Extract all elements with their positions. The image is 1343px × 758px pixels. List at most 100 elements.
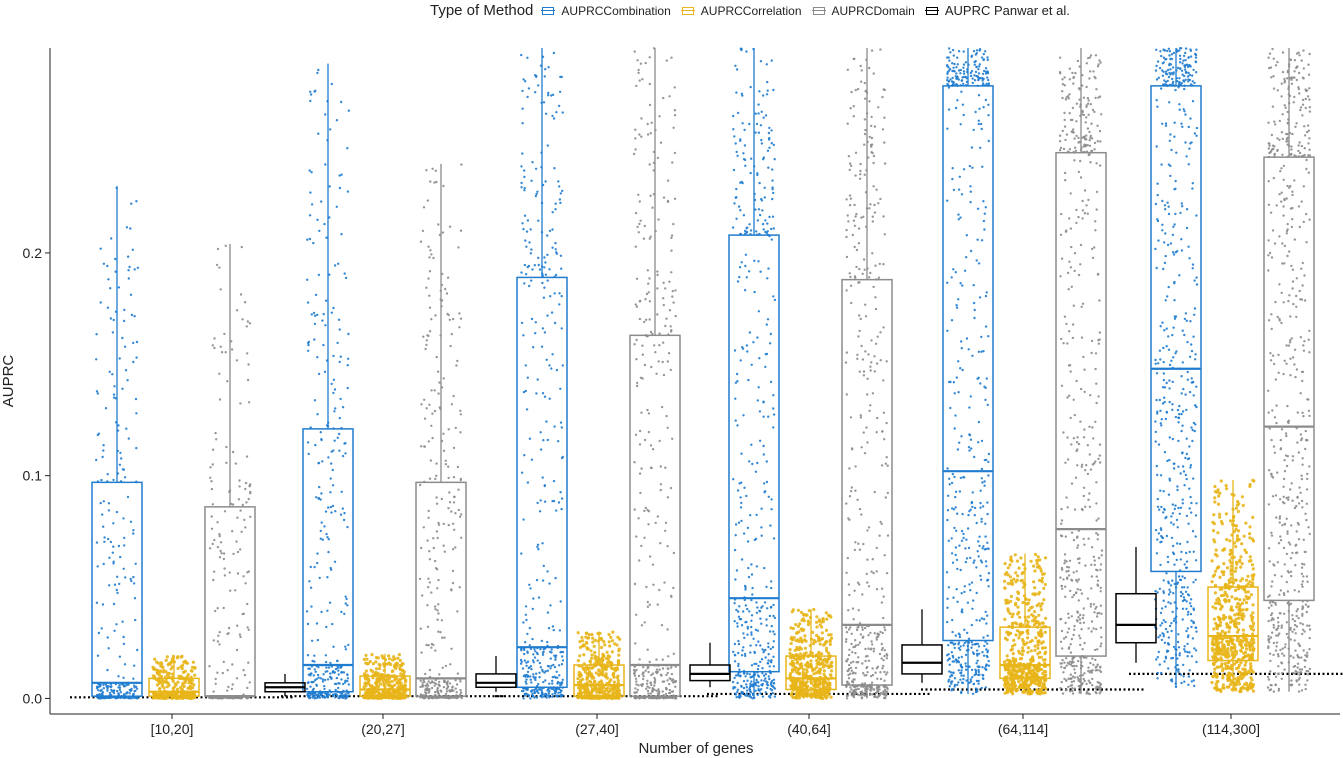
data-point xyxy=(380,654,384,658)
data-point xyxy=(133,315,136,318)
data-point xyxy=(523,692,526,696)
data-point xyxy=(971,643,974,646)
data-point xyxy=(820,637,825,641)
data-point xyxy=(612,680,617,684)
data-point xyxy=(954,553,957,557)
data-point xyxy=(132,692,135,696)
data-point xyxy=(1006,668,1010,672)
data-point xyxy=(162,668,166,673)
data-point xyxy=(825,649,829,653)
data-point xyxy=(399,681,403,685)
data-point xyxy=(959,476,963,480)
data-point xyxy=(135,687,139,690)
data-point xyxy=(1015,559,1020,563)
data-point xyxy=(1190,426,1193,429)
data-point xyxy=(984,50,987,53)
data-point xyxy=(747,575,751,579)
data-point xyxy=(756,606,759,609)
data-point xyxy=(950,651,953,654)
data-point xyxy=(1181,502,1185,505)
data-point xyxy=(376,656,380,660)
data-point xyxy=(553,321,557,325)
data-point xyxy=(1157,636,1160,639)
data-point xyxy=(1167,643,1170,646)
data-point xyxy=(964,560,968,564)
data-point xyxy=(605,661,609,665)
data-point xyxy=(970,668,974,672)
data-point xyxy=(987,572,991,575)
data-point xyxy=(772,655,775,658)
data-point xyxy=(543,266,546,269)
data-point xyxy=(973,74,976,77)
data-point xyxy=(536,190,539,193)
data-point xyxy=(1172,544,1175,548)
data-point xyxy=(613,669,618,673)
data-point xyxy=(1190,349,1194,353)
data-point xyxy=(347,643,350,647)
data-point xyxy=(955,558,959,562)
data-point xyxy=(969,589,972,592)
data-point xyxy=(1163,261,1167,265)
data-point xyxy=(981,79,984,82)
data-point xyxy=(755,601,758,604)
data-point xyxy=(955,66,958,69)
data-point xyxy=(109,685,113,689)
data-point xyxy=(987,139,990,143)
data-point xyxy=(554,273,558,277)
data-point xyxy=(1167,667,1170,670)
data-point xyxy=(1170,657,1173,660)
data-point xyxy=(821,617,825,622)
data-point xyxy=(957,643,960,646)
data-point xyxy=(801,670,805,674)
data-point xyxy=(377,667,382,671)
data-point xyxy=(755,678,758,682)
data-point xyxy=(986,512,989,516)
data-point xyxy=(1187,56,1190,59)
data-point xyxy=(1165,381,1168,385)
data-point xyxy=(1037,564,1041,568)
data-point xyxy=(319,498,322,501)
data-point xyxy=(97,432,101,435)
data-point xyxy=(960,608,964,611)
data-point xyxy=(390,669,394,674)
data-point xyxy=(770,659,773,662)
data-point xyxy=(307,695,310,698)
data-point xyxy=(1009,594,1014,599)
data-point xyxy=(749,651,752,654)
data-point xyxy=(736,625,739,628)
data-point xyxy=(962,82,965,86)
data-point xyxy=(559,695,563,698)
data-point xyxy=(1186,593,1190,596)
data-point xyxy=(764,656,767,659)
data-point xyxy=(524,80,527,83)
data-point xyxy=(588,671,592,676)
data-point xyxy=(803,646,808,650)
data-point xyxy=(530,279,533,282)
data-point xyxy=(757,103,760,106)
data-point xyxy=(591,636,595,640)
data-point xyxy=(756,680,759,684)
data-point xyxy=(1164,208,1167,211)
data-point xyxy=(758,213,762,217)
data-point xyxy=(560,681,564,685)
data-point xyxy=(1005,638,1009,642)
data-point xyxy=(1187,675,1191,678)
data-point xyxy=(953,685,956,688)
data-point xyxy=(762,116,765,119)
data-point xyxy=(754,112,757,115)
data-point xyxy=(1191,182,1195,185)
data-point xyxy=(806,684,810,688)
data-point xyxy=(323,684,326,688)
data-point xyxy=(551,695,554,698)
data-point xyxy=(520,689,524,693)
data-point xyxy=(550,94,553,97)
data-point xyxy=(312,311,316,315)
data-point xyxy=(760,606,763,609)
data-point xyxy=(1173,299,1176,302)
data-point xyxy=(985,668,988,671)
data-point xyxy=(95,687,99,690)
data-point xyxy=(757,112,760,115)
data-point xyxy=(553,675,556,678)
data-point xyxy=(737,610,740,613)
data-point xyxy=(1041,621,1045,625)
